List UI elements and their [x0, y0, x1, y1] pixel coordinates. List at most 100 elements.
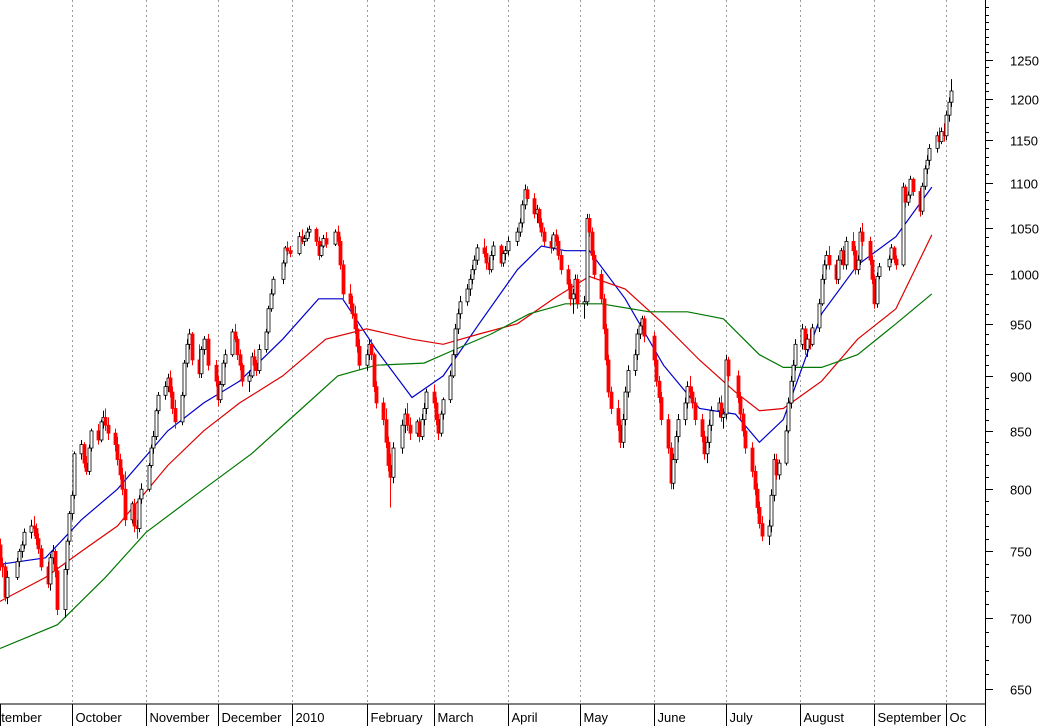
candle-up: [638, 325, 643, 335]
candle-down: [386, 441, 391, 466]
candle-down: [868, 240, 873, 261]
candle-up: [230, 331, 235, 356]
candle-up: [137, 498, 142, 529]
candle-up: [582, 301, 587, 305]
candle-down: [851, 240, 856, 252]
candle-up: [805, 338, 810, 350]
candle-up: [321, 238, 326, 247]
candle-down: [554, 234, 559, 242]
candle-down: [590, 231, 595, 256]
candle-down: [384, 419, 389, 443]
candle-up: [793, 343, 798, 366]
candle-down: [353, 313, 358, 330]
candle-up: [571, 293, 576, 300]
candle-up: [20, 544, 25, 552]
candle-down: [206, 338, 211, 366]
candle-up: [257, 349, 262, 371]
candle-down: [690, 391, 695, 404]
candle-up: [333, 231, 338, 245]
candle-up: [769, 494, 774, 527]
candle-down: [892, 247, 897, 260]
candle-up: [305, 231, 310, 239]
x-tick-label: March: [438, 710, 474, 725]
candle-down: [84, 462, 89, 472]
candle-down: [235, 338, 240, 356]
candle-up: [451, 354, 456, 377]
y-tick-label: 700: [1010, 612, 1032, 627]
candle-up: [468, 278, 473, 290]
candle-down: [652, 335, 657, 361]
candle-up: [163, 386, 168, 396]
candle-up: [491, 245, 496, 256]
candle-down: [736, 375, 741, 398]
candle-up: [633, 354, 638, 371]
candle-up: [939, 131, 944, 143]
candle-up: [889, 247, 894, 260]
candle-up: [218, 384, 223, 401]
candle-up: [709, 410, 714, 426]
candle-down: [132, 503, 137, 527]
candle-down: [170, 391, 175, 409]
candle-up: [927, 147, 932, 161]
candle-up: [424, 391, 429, 409]
candle-down: [853, 250, 858, 271]
candle-up: [923, 168, 928, 187]
candle-up: [767, 525, 772, 537]
candle-down: [82, 444, 87, 464]
candle-down: [738, 397, 743, 415]
candle-up: [920, 185, 925, 212]
candle-up: [626, 370, 631, 393]
candle-down: [592, 255, 597, 275]
candle-up: [65, 540, 70, 570]
candle-down: [525, 189, 530, 200]
candle-down: [285, 247, 290, 252]
x-tick-label: November: [150, 710, 211, 725]
candle-down: [115, 444, 120, 461]
candle-up: [17, 550, 22, 563]
candle-up: [151, 436, 156, 449]
candle-up: [800, 328, 805, 345]
y-tick-label: 1200: [1010, 93, 1039, 108]
candle-down: [911, 178, 916, 192]
candle-up: [551, 234, 556, 249]
candle-down: [566, 269, 571, 285]
candle-up: [520, 204, 525, 224]
candle-down: [432, 391, 437, 404]
candle-up: [15, 561, 20, 578]
candle-down: [388, 465, 393, 478]
y-tick-label: 950: [1010, 318, 1032, 333]
candle-down: [374, 386, 379, 404]
y-axis: 650 700 750 800 850 900 950 1000 1050 1100 1150 120…: [985, 0, 1039, 726]
candle-down: [55, 570, 60, 610]
x-axis: otember October November December 2010 Februa…: [0, 703, 985, 726]
x-tick-label: October: [76, 710, 123, 725]
candle-up: [63, 569, 68, 610]
candle-up: [820, 278, 825, 305]
candle-down: [726, 359, 731, 377]
candle-down: [556, 240, 561, 256]
candle-down: [618, 424, 623, 443]
candle-up: [22, 531, 27, 546]
x-tick-label: August: [804, 710, 845, 725]
candle-down: [657, 380, 662, 398]
candle-up: [472, 259, 477, 271]
candle-down: [336, 231, 341, 242]
candle-down: [0, 563, 5, 568]
candle-up: [302, 238, 307, 242]
candle-up: [297, 236, 302, 254]
candle-up: [456, 313, 461, 330]
x-tick-label: June: [658, 710, 686, 725]
candle-down: [369, 343, 374, 356]
candle-down: [702, 436, 707, 455]
candle-up: [465, 288, 470, 303]
candle-up: [836, 259, 841, 280]
candle-up: [67, 513, 72, 542]
candle-down: [755, 488, 760, 508]
candle-down: [0, 544, 3, 565]
candle-up: [674, 436, 679, 461]
candle-down: [190, 333, 195, 361]
candle-down: [604, 328, 609, 361]
candle-up: [789, 380, 794, 404]
candle-down: [34, 528, 39, 540]
